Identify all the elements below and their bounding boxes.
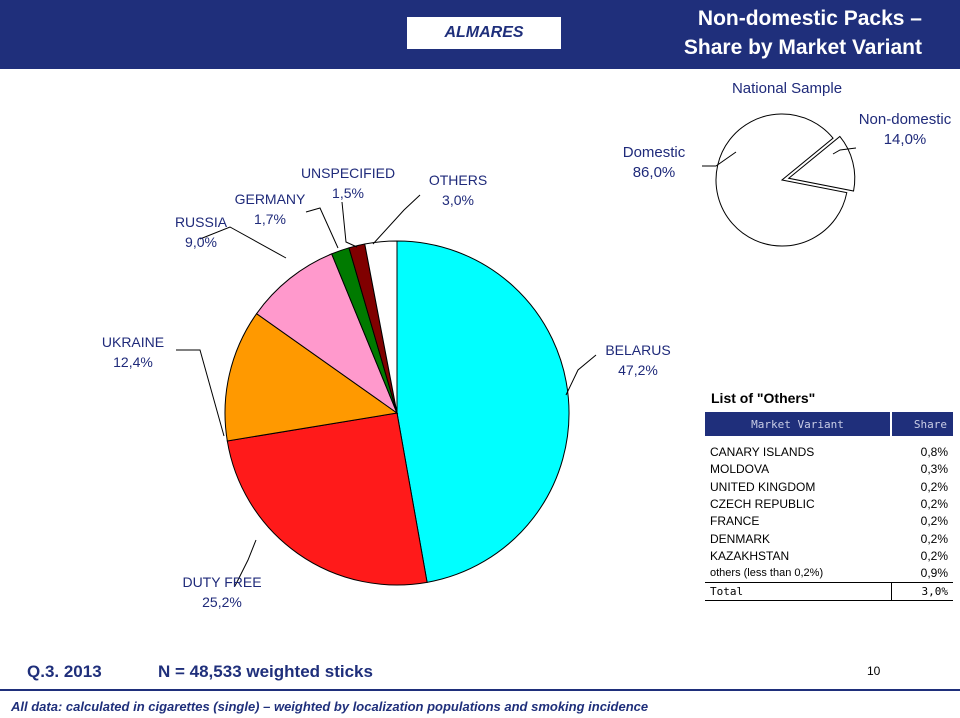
label-domestic-value: 86,0%: [632, 164, 676, 181]
column-market-variant: Market Variant: [705, 412, 891, 436]
label-duty-free-name: DUTY FREE: [182, 574, 262, 590]
small-pie-title: National Sample: [731, 80, 843, 97]
others-table-title: List of "Others": [711, 390, 816, 406]
row-share: 0,3%: [920, 462, 948, 477]
label-germany-value: 1,7%: [254, 211, 286, 227]
label-ukraine-name: UKRAINE: [101, 334, 165, 350]
label-others-value: 3,0%: [442, 192, 474, 208]
row-name: UNITED KINGDOM: [710, 479, 816, 494]
label-others: OTHERS 3,0%: [418, 170, 498, 210]
pie-slice-non-domestic: [787, 135, 856, 192]
row-name: FRANCE: [710, 514, 760, 529]
label-russia: RUSSIA 9,0%: [168, 212, 234, 252]
footer-note: All data: calculated in cigarettes (sing…: [11, 699, 649, 714]
row-share: 0,2%: [920, 549, 948, 564]
leader-line: [305, 207, 339, 249]
leader-line: [832, 147, 857, 155]
row-share: 0,2%: [920, 514, 948, 529]
footer-question: Q.3. 2013: [27, 662, 102, 681]
row-name: others (less than 0,2%): [710, 567, 824, 580]
label-germany: GERMANY 1,7%: [232, 189, 308, 229]
table-row: KAZAKHSTAN 0,2%: [705, 548, 953, 565]
table-row: UNITED KINGDOM 0,2%: [705, 478, 953, 495]
leader-line: [199, 226, 287, 259]
table-row: MOLDOVA 0,3%: [705, 461, 953, 478]
pie-slice-duty-free: [226, 412, 428, 586]
label-non-domestic: Non-domestic 14,0%: [852, 110, 958, 150]
footer-sample-size: N = 48,533 weighted sticks: [158, 662, 373, 681]
label-unspecified: UNSPECIFIED 1,5%: [296, 163, 400, 203]
leader-line: [372, 194, 421, 245]
row-name: DENMARK: [710, 531, 771, 546]
table-row: DENMARK 0,2%: [705, 531, 953, 548]
label-germany-name: GERMANY: [234, 191, 306, 207]
title-line-2: Share by Market Variant: [683, 36, 922, 59]
total-label: Total: [705, 582, 891, 602]
header-bar: ALMARES Non-domestic Packs – Share by Ma…: [0, 0, 960, 69]
label-ukraine-value: 12,4%: [113, 354, 153, 370]
row-name: KAZAKHSTAN: [710, 549, 790, 564]
others-table: Market Variant Share CANARY ISLANDS 0,8% …: [705, 412, 953, 602]
table-row: CZECH REPUBLIC 0,2%: [705, 496, 953, 513]
row-share: 0,8%: [920, 445, 948, 459]
others-table-header: Market Variant Share: [705, 412, 953, 436]
label-belarus-name: BELARUS: [605, 342, 671, 358]
leader-line: [176, 349, 225, 437]
label-domestic-name: Domestic: [622, 144, 686, 161]
table-row: CANARY ISLANDS 0,8%: [705, 436, 953, 461]
label-belarus: BELARUS 47,2%: [590, 340, 686, 380]
leader-line: [565, 354, 597, 396]
pie-slice-domestic: [715, 113, 848, 247]
row-name: CZECH REPUBLIC: [710, 496, 815, 511]
row-name: MOLDOVA: [710, 462, 770, 477]
table-row: others (less than 0,2%) 0,9%: [705, 565, 953, 583]
label-duty-free: DUTY FREE 25,2%: [174, 572, 270, 612]
label-ukraine: UKRAINE 12,4%: [92, 332, 174, 372]
pie-slice-russia: [255, 253, 399, 415]
label-russia-name: RUSSIA: [174, 214, 228, 230]
pie-slice-ukraine: [224, 312, 399, 442]
footer-divider: [0, 689, 960, 718]
label-unspecified-name: UNSPECIFIED: [300, 165, 396, 181]
page-number: 10: [867, 664, 881, 678]
table-row: FRANCE 0,2%: [705, 513, 953, 530]
label-russia-value: 9,0%: [185, 234, 217, 250]
total-share: 3,0%: [890, 582, 953, 602]
pie-slice-belarus: [396, 240, 570, 583]
page-title: Non-domestic Packs – Share by Market Var…: [684, 4, 922, 62]
row-share: 0,2%: [920, 496, 948, 511]
brand-label: ALMARES: [407, 17, 561, 49]
label-non-domestic-name: Non-domestic: [858, 111, 952, 128]
row-name: CANARY ISLANDS: [710, 445, 815, 459]
column-share: Share: [890, 412, 953, 436]
label-duty-free-value: 25,2%: [202, 594, 242, 610]
leader-line: [702, 151, 737, 167]
row-share: 0,9%: [920, 566, 948, 581]
table-total-row: Total 3,0%: [705, 582, 953, 602]
label-others-name: OTHERS: [428, 172, 488, 188]
label-belarus-value: 47,2%: [618, 362, 658, 378]
row-share: 0,2%: [920, 479, 948, 494]
label-domestic: Domestic 86,0%: [606, 143, 702, 183]
title-line-1: Non-domestic Packs –: [697, 7, 922, 30]
label-non-domestic-value: 14,0%: [883, 131, 927, 148]
pie-slice-others: [364, 240, 398, 414]
leader-line: [234, 539, 257, 587]
row-share: 0,2%: [920, 531, 948, 546]
label-unspecified-value: 1,5%: [332, 185, 364, 201]
leader-line: [341, 201, 358, 248]
